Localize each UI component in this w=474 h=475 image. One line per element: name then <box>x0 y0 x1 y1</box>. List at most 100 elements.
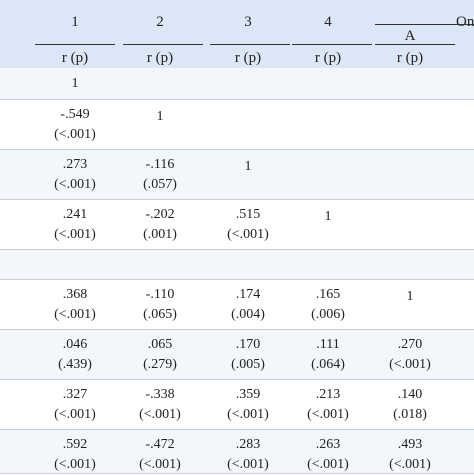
coefficient-value: .046 <box>62 337 88 352</box>
table-cell: 1 <box>288 207 368 227</box>
table-row <box>0 430 474 474</box>
table-row <box>0 100 474 150</box>
coefficient-value: .140 <box>397 387 423 402</box>
coefficient-value: 1 <box>156 109 164 124</box>
coefficient-value: 1 <box>324 209 332 224</box>
table-cell: .592 (<.001) <box>35 435 115 475</box>
coefficient-value: .170 <box>235 337 261 352</box>
table-cell: .241 (<.001) <box>35 205 115 245</box>
table-cell: 1 <box>208 157 288 177</box>
table-cell: -.472 (<.001) <box>120 435 200 475</box>
table-row <box>0 380 474 430</box>
table-cell: .111 (.064) <box>288 335 368 375</box>
p-value: (<.001) <box>139 457 181 472</box>
coefficient-value: .174 <box>235 287 261 302</box>
p-value: (.057) <box>143 177 177 192</box>
p-value: (.018) <box>393 407 427 422</box>
p-value: (<.001) <box>54 227 96 242</box>
coefficient-value: -.116 <box>145 157 175 172</box>
table-cell: .359 (<.001) <box>208 385 288 425</box>
coefficient-value: .213 <box>315 387 341 402</box>
row-divider <box>0 149 474 150</box>
coefficient-value: .493 <box>397 437 423 452</box>
row-divider <box>0 329 474 330</box>
coefficient-value: 1 <box>244 159 252 174</box>
coefficient-value: -.338 <box>145 387 175 402</box>
table-cell: .213 (<.001) <box>288 385 368 425</box>
table-cell: .273 (<.001) <box>35 155 115 195</box>
table-cell: 1 <box>35 74 115 94</box>
p-value: (<.001) <box>227 457 269 472</box>
table-header: 1 2 3 4 On A r (p) r (p) r (p) r (p) r (… <box>0 0 474 69</box>
table-cell: .065 (.279) <box>120 335 200 375</box>
stat-label-2: r (p) <box>146 50 174 66</box>
coefficient-value: .368 <box>62 287 88 302</box>
table-row <box>0 200 474 250</box>
p-value: (<.001) <box>307 457 349 472</box>
p-value: (<.001) <box>389 357 431 372</box>
p-value: (<.001) <box>307 407 349 422</box>
table-cell: -.116 (.057) <box>120 155 200 195</box>
table-cell: .165 (.006) <box>288 285 368 325</box>
table-row <box>0 150 474 200</box>
p-value: (<.001) <box>227 227 269 242</box>
p-value: (.279) <box>143 357 177 372</box>
table-cell: .270 (<.001) <box>370 335 450 375</box>
coefficient-value: .165 <box>315 287 341 302</box>
group-label: On <box>456 14 474 30</box>
p-value: (.001) <box>143 227 177 242</box>
table-cell: .327 (<.001) <box>35 385 115 425</box>
coefficient-value: .263 <box>315 437 341 452</box>
p-value: (<.001) <box>54 307 96 322</box>
table-cell: 1 <box>370 287 450 307</box>
coefficient-value: .592 <box>62 437 88 452</box>
table-row <box>0 250 474 280</box>
coefficient-value: -.472 <box>145 437 175 452</box>
row-divider <box>0 249 474 250</box>
p-value: (.006) <box>311 307 345 322</box>
group-rule <box>375 24 474 25</box>
table-cell: .493 (<.001) <box>370 435 450 475</box>
p-value: (.064) <box>311 357 345 372</box>
stat-label-5: r (p) <box>396 50 424 66</box>
coefficient-value: .065 <box>147 337 173 352</box>
row-divider <box>0 429 474 430</box>
p-value: (<.001) <box>139 407 181 422</box>
p-value: (<.001) <box>389 457 431 472</box>
table-cell: .263 (<.001) <box>288 435 368 475</box>
p-value: (.004) <box>231 307 265 322</box>
stat-label-4: r (p) <box>314 50 342 66</box>
col-number-2: 2 <box>156 14 164 30</box>
row-divider <box>0 379 474 380</box>
p-value: (<.001) <box>54 407 96 422</box>
stat-label-1: r (p) <box>61 50 89 66</box>
coefficient-value: 1 <box>406 289 414 304</box>
table-cell: 1 <box>120 107 200 127</box>
table-row <box>0 330 474 380</box>
col-rule-5 <box>375 44 455 45</box>
p-value: (<.001) <box>54 457 96 472</box>
col-rule-3 <box>210 44 290 45</box>
table-cell: .046 (.439) <box>35 335 115 375</box>
p-value: (.065) <box>143 307 177 322</box>
p-value: (<.001) <box>227 407 269 422</box>
coefficient-value: .327 <box>62 387 88 402</box>
col-rule-4 <box>292 44 372 45</box>
table-cell: .174 (.004) <box>208 285 288 325</box>
table-row <box>0 280 474 330</box>
col-rule-1 <box>35 44 115 45</box>
col-number-4: 4 <box>324 14 332 30</box>
col-number-1: 1 <box>71 14 79 30</box>
coefficient-value: .515 <box>235 207 261 222</box>
coefficient-value: .273 <box>62 157 88 172</box>
table-cell: .515 (<.001) <box>208 205 288 245</box>
coefficient-value: .241 <box>62 207 88 222</box>
coefficient-value: -.549 <box>60 107 90 122</box>
p-value: (.005) <box>231 357 265 372</box>
row-divider <box>0 199 474 200</box>
coefficient-value: .111 <box>316 337 340 352</box>
table-cell: .170 (.005) <box>208 335 288 375</box>
table-row <box>0 68 474 100</box>
col-rule-2 <box>123 44 203 45</box>
coefficient-value: .359 <box>235 387 261 402</box>
